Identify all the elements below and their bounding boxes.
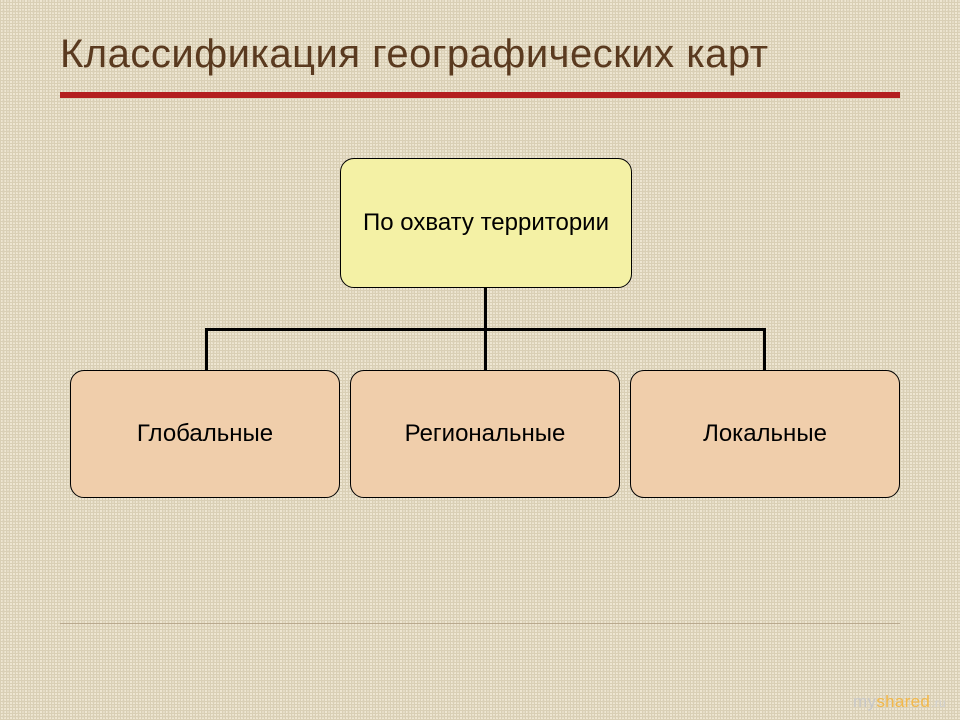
connector-trunk: [484, 288, 487, 330]
node-root-label: По охвату территории: [363, 208, 609, 238]
connector-drop-1: [484, 328, 487, 370]
watermark-shared: shared: [876, 692, 930, 711]
slide: Классификация географических карт По охв…: [0, 0, 960, 720]
node-child-1-label: Региональные: [405, 419, 566, 449]
connector-drop-2: [763, 328, 766, 370]
watermark: myshared.ru: [853, 692, 946, 712]
node-root: По охвату территории: [340, 158, 632, 288]
node-child-2-label: Локальные: [703, 419, 827, 449]
watermark-my: my: [853, 692, 876, 711]
footer-rule: [60, 623, 900, 624]
node-child-0: Глобальные: [70, 370, 340, 498]
node-child-2: Локальные: [630, 370, 900, 498]
node-child-0-label: Глобальные: [137, 419, 273, 449]
title-underline: [60, 92, 900, 98]
slide-title: Классификация географических карт: [60, 30, 900, 78]
watermark-ru: .ru: [931, 696, 946, 710]
connector-drop-0: [205, 328, 208, 370]
hierarchy-diagram: По охвату территории Глобальные Регионал…: [60, 158, 900, 558]
node-child-1: Региональные: [350, 370, 620, 498]
